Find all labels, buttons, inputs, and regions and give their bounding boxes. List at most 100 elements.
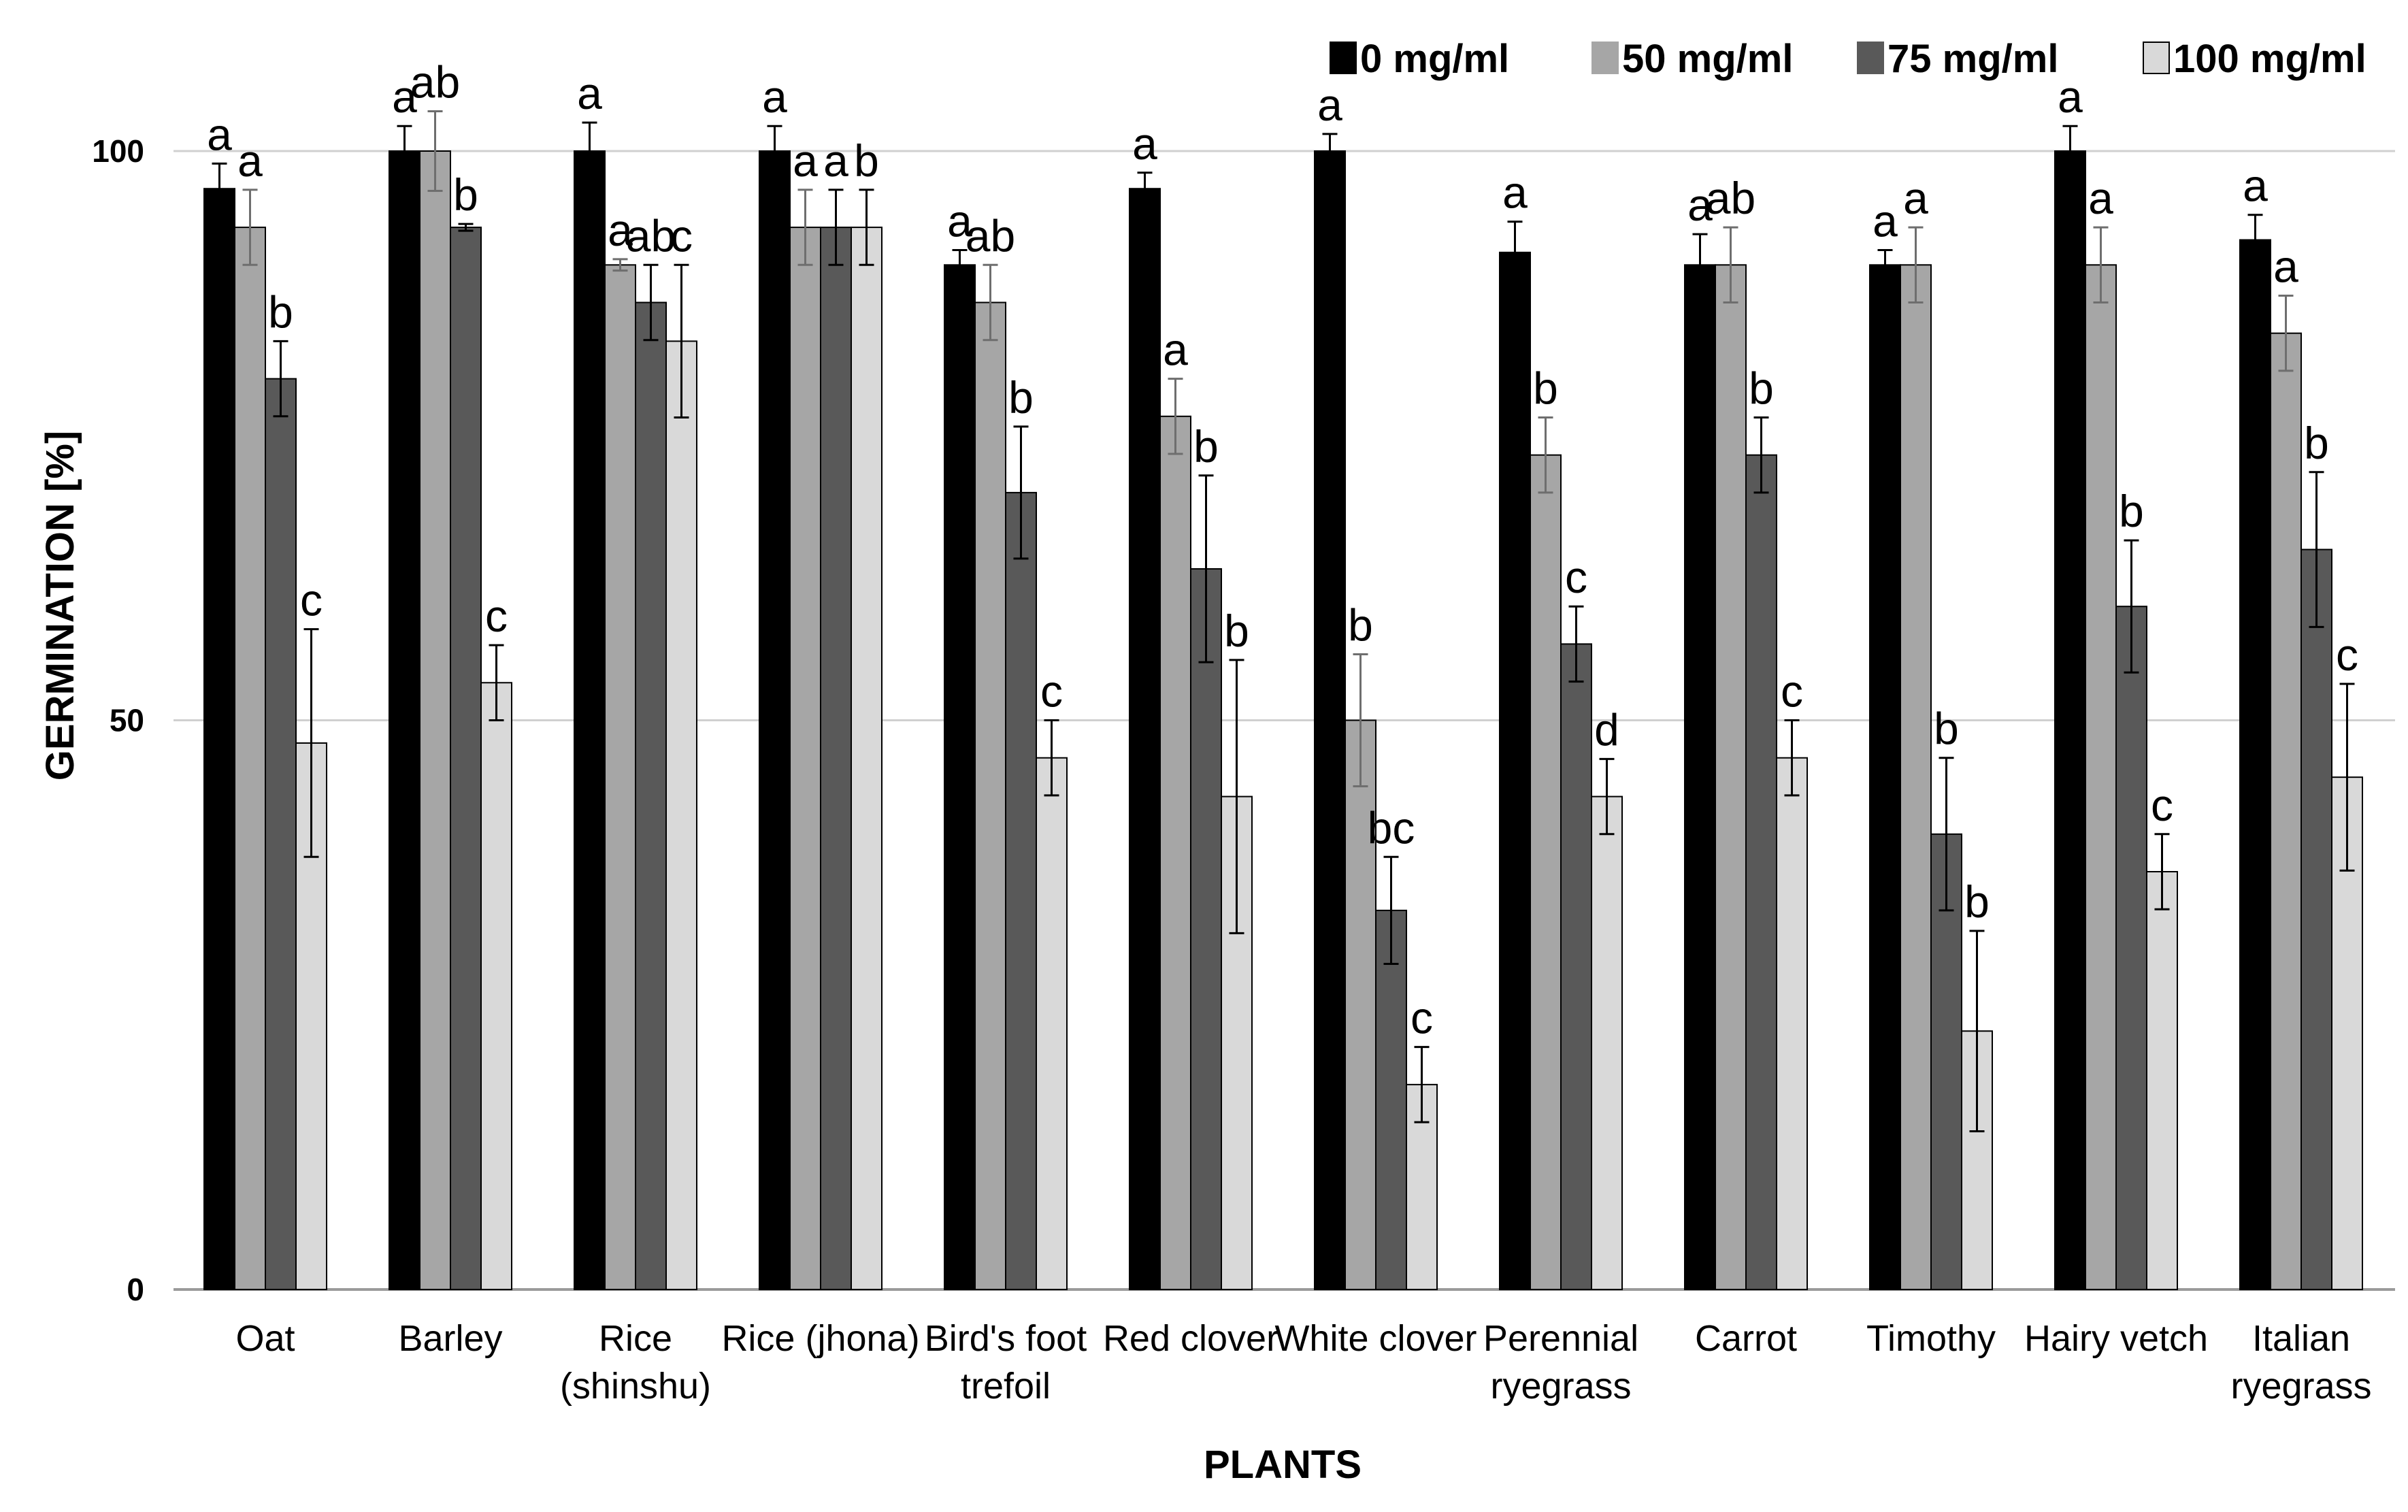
- bar-7-3: [1591, 795, 1623, 1290]
- bar-7-0: [1499, 251, 1531, 1291]
- significance-letter-11-2: b: [2304, 418, 2329, 468]
- significance-letter-9-0: a: [1873, 196, 1898, 246]
- legend-swatch-3: [2143, 42, 2170, 74]
- significance-letter-4-1: ab: [966, 210, 1015, 261]
- significance-letter-10-2: b: [2119, 486, 2144, 536]
- significance-letter-0-3: c: [300, 575, 323, 625]
- significance-letter-4-3: c: [1040, 666, 1063, 717]
- significance-letter-8-1: ab: [1706, 173, 1755, 223]
- significance-letter-1-3: c: [485, 591, 508, 641]
- bar-2-1: [604, 264, 636, 1290]
- significance-letter-0-2: b: [268, 286, 293, 337]
- category-label-4: Bird's foot: [925, 1318, 1087, 1359]
- bar-9-0: [1869, 264, 1901, 1290]
- bar-3-1: [789, 227, 821, 1291]
- significance-letter-2-3: c: [670, 210, 693, 261]
- bar-7-1: [1530, 454, 1562, 1290]
- bar-2-0: [574, 150, 606, 1290]
- bar-0-1: [234, 227, 266, 1291]
- significance-letter-2-0: a: [577, 68, 602, 118]
- category-label-9: Timothy: [1866, 1318, 1996, 1359]
- bar-3-0: [759, 150, 791, 1290]
- significance-letter-3-2: a: [823, 135, 848, 186]
- significance-letter-8-2: b: [1749, 363, 1774, 413]
- bar-8-3: [1776, 757, 1808, 1290]
- bar-10-0: [2054, 150, 2086, 1290]
- significance-letter-4-0: a: [947, 196, 972, 246]
- significance-letter-0-1: a: [237, 135, 263, 186]
- bar-11-0: [2239, 239, 2271, 1290]
- category-label-11-line2: ryegrass: [2230, 1366, 2371, 1407]
- bar-4-3: [1036, 757, 1068, 1290]
- y-tick-0: 0: [127, 1272, 144, 1307]
- bar-1-1: [419, 150, 451, 1290]
- bar-10-3: [2146, 871, 2178, 1291]
- legend-swatch-1: [1591, 42, 1619, 74]
- category-label-2-line2: (shinshu): [560, 1366, 711, 1407]
- bar-6-0: [1314, 150, 1346, 1290]
- bar-6-1: [1345, 719, 1376, 1290]
- bar-8-1: [1715, 264, 1747, 1290]
- significance-letter-11-0: a: [2243, 161, 2268, 211]
- significance-letter-7-1: b: [1533, 363, 1558, 413]
- category-label-7-line2: ryegrass: [1490, 1366, 1631, 1407]
- bar-5-2: [1190, 568, 1222, 1291]
- significance-letter-6-0: a: [1317, 80, 1342, 130]
- category-label-8: Carrot: [1695, 1318, 1797, 1359]
- significance-letter-8-3: c: [1781, 666, 1803, 717]
- legend-swatch-2: [1857, 42, 1884, 74]
- significance-letter-4-2: b: [1008, 372, 1034, 423]
- category-label-3: Rice (jhona): [721, 1318, 919, 1359]
- significance-letter-6-2: bc: [1368, 802, 1415, 853]
- y-axis-title: GERMINATION [%]: [38, 431, 82, 780]
- y-tick-100: 100: [92, 133, 144, 169]
- significance-letter-11-3: c: [2336, 629, 2358, 680]
- bar-3-2: [820, 227, 852, 1291]
- category-label-6: White clover: [1274, 1318, 1477, 1359]
- category-label-1: Barley: [398, 1318, 502, 1359]
- bar-0-3: [295, 742, 327, 1290]
- bar-1-2: [450, 227, 482, 1291]
- category-label-5: Red clover: [1103, 1318, 1279, 1359]
- y-axis-tick-labels: 0 50 100: [92, 133, 144, 1307]
- x-axis-title: PLANTS: [1204, 1443, 1362, 1487]
- significance-letter-8-0: a: [1687, 180, 1713, 230]
- bar-9-1: [1900, 264, 1932, 1290]
- bars-layer: [203, 150, 2363, 1291]
- significance-letter-3-1: a: [793, 135, 818, 186]
- significance-letter-9-3: b: [1964, 876, 1990, 927]
- significance-letter-10-1: a: [2088, 173, 2113, 223]
- bar-5-1: [1159, 415, 1191, 1291]
- bar-4-1: [974, 301, 1006, 1290]
- significance-letter-7-0: a: [1502, 167, 1528, 218]
- bar-6-2: [1375, 909, 1407, 1290]
- significance-letter-6-3: c: [1411, 993, 1433, 1043]
- bar-4-0: [944, 264, 976, 1290]
- legend-label-1: 50 mg/ml: [1622, 37, 1793, 81]
- bar-7-2: [1560, 643, 1592, 1290]
- category-label-0: Oat: [235, 1318, 295, 1359]
- significance-letter-2-2: ab: [626, 210, 676, 261]
- bar-3-3: [851, 227, 883, 1291]
- significance-letter-11-1: a: [2273, 241, 2298, 291]
- category-label-10: Hairy vetch: [2024, 1318, 2208, 1359]
- y-tick-50: 50: [110, 703, 144, 738]
- legend-swatch-0: [1330, 42, 1357, 74]
- significance-letter-10-0: a: [2058, 71, 2083, 122]
- significance-letter-0-0: a: [207, 109, 232, 159]
- bar-2-3: [665, 340, 697, 1290]
- legend-label-0: 0 mg/ml: [1360, 37, 1509, 81]
- bar-2-2: [635, 301, 667, 1290]
- significance-letter-1-1: ab: [410, 56, 460, 107]
- bar-11-1: [2270, 332, 2302, 1290]
- bar-8-0: [1684, 264, 1716, 1290]
- significance-letter-10-3: c: [2151, 780, 2173, 830]
- significance-letter-5-2: b: [1193, 421, 1219, 472]
- significance-letter-1-0: a: [392, 71, 417, 122]
- bar-1-0: [389, 150, 420, 1290]
- significance-letter-2-1: a: [608, 205, 633, 255]
- category-label-4-line2: trefoil: [961, 1366, 1051, 1407]
- legend: 0 mg/ml 50 mg/ml 75 mg/ml 100 mg/ml: [1330, 37, 2366, 81]
- x-axis-category-labels: Oat Barley Rice (shinshu)Rice (jhona) Bird's…: [235, 1318, 2371, 1407]
